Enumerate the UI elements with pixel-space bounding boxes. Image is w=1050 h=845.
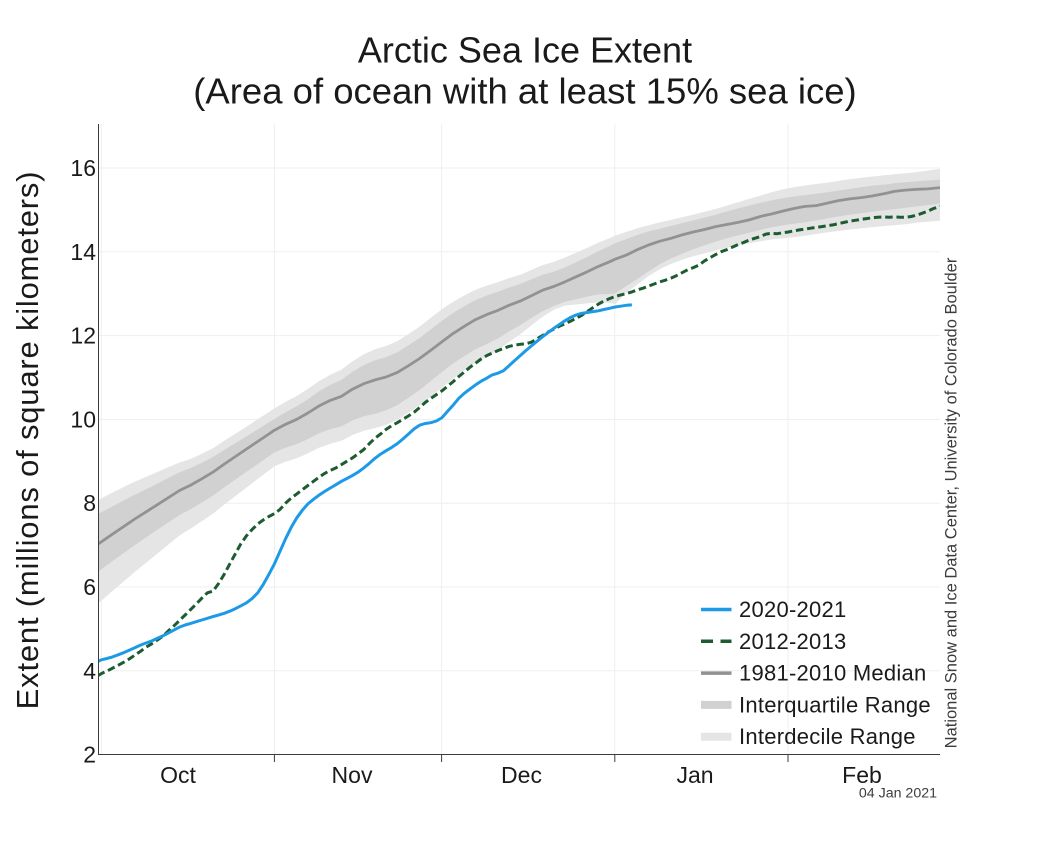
- svg-text:4: 4: [83, 658, 96, 684]
- svg-text:10: 10: [70, 406, 96, 432]
- svg-text:14: 14: [70, 239, 96, 265]
- svg-text:Interquartile Range: Interquartile Range: [739, 692, 931, 717]
- svg-text:Arctic Sea Ice Extent: Arctic Sea Ice Extent: [358, 30, 692, 71]
- svg-text:Extent (millions of square kil: Extent (millions of square kilometers): [10, 171, 45, 710]
- svg-text:Jan: Jan: [676, 762, 713, 788]
- svg-text:2: 2: [83, 742, 96, 768]
- svg-text:2020-2021: 2020-2021: [739, 597, 846, 622]
- svg-text:04 Jan 2021: 04 Jan 2021: [859, 786, 937, 802]
- svg-text:6: 6: [83, 574, 96, 600]
- svg-text:16: 16: [70, 155, 96, 181]
- svg-text:2012-2013: 2012-2013: [739, 629, 846, 654]
- svg-text:Feb: Feb: [842, 762, 882, 788]
- svg-text:Nov: Nov: [332, 762, 373, 788]
- svg-text:1981-2010 Median: 1981-2010 Median: [739, 661, 926, 686]
- svg-text:12: 12: [70, 323, 96, 349]
- svg-text:8: 8: [83, 490, 96, 516]
- svg-text:Oct: Oct: [160, 762, 196, 788]
- svg-text:(Area of ocean with at least 1: (Area of ocean with at least 15% sea ice…: [193, 71, 856, 112]
- svg-text:Interdecile Range: Interdecile Range: [739, 724, 916, 749]
- svg-text:Dec: Dec: [501, 762, 542, 788]
- svg-text:National Snow and Ice Data Cen: National Snow and Ice Data Center, Unive…: [943, 257, 961, 748]
